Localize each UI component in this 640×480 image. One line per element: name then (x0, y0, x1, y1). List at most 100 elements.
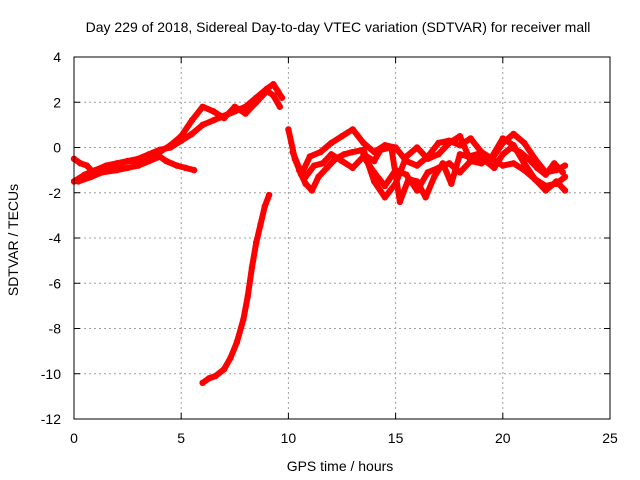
x-tick-label: 5 (177, 430, 185, 446)
data-point (482, 157, 489, 165)
x-tick-label: 20 (495, 430, 511, 446)
x-tick-label: 25 (602, 430, 618, 446)
data-point (456, 132, 464, 140)
data-point (405, 175, 412, 183)
data-point (261, 203, 269, 210)
data-point (199, 103, 206, 110)
data-point (467, 135, 474, 142)
data-point (302, 180, 309, 187)
x-tick-label: 15 (388, 430, 404, 446)
data-point (360, 146, 367, 153)
data-point (295, 166, 303, 174)
data-point (542, 171, 549, 178)
y-tick-label: -12 (41, 411, 61, 427)
data-point (199, 121, 206, 129)
data-point (210, 108, 217, 115)
data-point (349, 164, 356, 172)
data-point (220, 366, 228, 373)
data-point (328, 151, 335, 158)
data-point (263, 87, 271, 95)
data-point (162, 157, 170, 165)
data-point (521, 139, 528, 147)
data-point (422, 194, 429, 201)
series-trace-d (199, 191, 273, 386)
data-point (370, 178, 378, 185)
data-point (388, 144, 395, 151)
data-point (83, 162, 91, 169)
data-point (456, 151, 464, 158)
data-point (542, 187, 549, 194)
y-tick-label: -4 (49, 230, 62, 246)
data-point (190, 166, 198, 174)
data-point (240, 316, 247, 323)
data-point (173, 162, 181, 169)
data-point (274, 87, 281, 95)
data-point (413, 162, 421, 169)
data-point (439, 160, 446, 167)
series-trace-h (360, 144, 567, 205)
data-point (424, 169, 431, 176)
data-point (510, 160, 517, 167)
data-point (75, 178, 82, 185)
series-line (285, 126, 568, 178)
data-point (98, 169, 106, 176)
data-point (308, 187, 316, 194)
data-point (551, 160, 558, 167)
y-tick-label: -8 (49, 321, 62, 337)
data-point (499, 151, 506, 158)
data-point (205, 375, 213, 382)
data-point (349, 148, 356, 156)
tick-labels: 0 5 10 15 20 25 -12 -10 -8 -6 -4 -2 0 2 4 (41, 49, 618, 446)
data-point (319, 160, 326, 167)
data-point (561, 162, 569, 169)
data-point (516, 148, 524, 156)
data-point (178, 132, 185, 140)
data-point (508, 144, 515, 151)
series-layer (70, 80, 569, 386)
data-point (491, 164, 498, 172)
data-point (381, 182, 389, 190)
data-point (328, 139, 335, 147)
data-point (430, 173, 438, 181)
data-point (424, 155, 431, 163)
data-point (525, 155, 532, 163)
data-point (270, 92, 277, 99)
data-point (446, 139, 453, 147)
data-point (531, 175, 539, 183)
x-tick-label: 10 (281, 430, 297, 446)
data-point (340, 151, 348, 158)
data-point (396, 198, 404, 205)
data-point (210, 117, 217, 124)
data-point (338, 132, 346, 140)
data-point (510, 130, 517, 138)
data-point (413, 178, 421, 185)
data-point (188, 117, 196, 124)
data-point (265, 191, 273, 199)
data-point (521, 160, 528, 167)
y-tick-label: 0 (53, 140, 61, 156)
y-tick-label: -2 (49, 185, 62, 201)
series-line (289, 149, 568, 194)
data-point (233, 338, 241, 346)
data-point (231, 103, 238, 110)
data-point (488, 153, 496, 160)
data-point (188, 130, 196, 138)
data-point (323, 164, 331, 172)
ticks (73, 56, 611, 420)
data-point (465, 153, 472, 160)
data-point (182, 164, 189, 172)
data-point (360, 139, 367, 147)
data-point (289, 148, 296, 156)
data-point (145, 157, 153, 165)
data-point (244, 293, 251, 301)
data-point (413, 144, 421, 151)
data-point (435, 151, 442, 158)
data-point (381, 194, 389, 201)
data-point (278, 94, 286, 101)
y-tick-label: 4 (53, 49, 61, 65)
data-point (270, 80, 277, 88)
data-point (317, 148, 324, 156)
x-tick-label: 0 (70, 430, 78, 446)
y-axis-label: SDTVAR / TECUs (5, 184, 21, 296)
